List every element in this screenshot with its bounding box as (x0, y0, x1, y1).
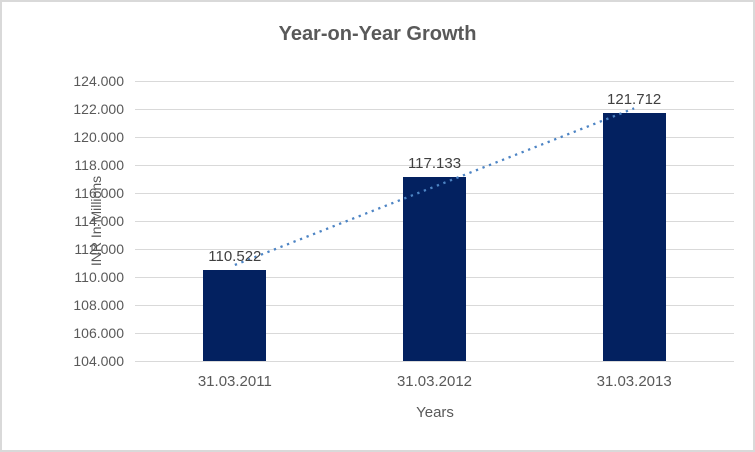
y-tick-label: 106.000 (73, 325, 124, 341)
gridline (135, 137, 734, 138)
bar-31.03.2012 (403, 177, 466, 361)
y-tick-label: 112.000 (74, 241, 124, 257)
trendline (234, 107, 635, 267)
bar-data-label: 117.133 (407, 155, 462, 173)
gridline (135, 81, 734, 82)
y-tick-label: 120.000 (73, 129, 124, 145)
x-tick-label: 31.03.2013 (596, 373, 672, 390)
y-tick-label: 116.000 (74, 185, 124, 201)
y-tick-label: 110.000 (74, 269, 124, 285)
gridline (135, 165, 734, 166)
y-tick-label: 122.000 (73, 101, 124, 117)
gridline (135, 109, 734, 110)
y-tick-label: 104.000 (73, 353, 124, 369)
chart-title: Year-on-Year Growth (278, 23, 477, 45)
bar-data-label: 121.712 (607, 91, 662, 109)
y-tick-label: 114.000 (74, 213, 124, 229)
plot-area (135, 81, 734, 362)
x-axis-title: Years (416, 404, 454, 421)
x-tick-label: 31.03.2012 (396, 373, 473, 390)
y-tick-label: 108.000 (73, 297, 124, 313)
bar-31.03.2013 (602, 113, 666, 361)
gridline (135, 361, 734, 362)
y-tick-label: 118.000 (74, 157, 124, 173)
y-tick-label: 124.000 (73, 73, 124, 89)
bar-data-label: 110.522 (208, 247, 262, 265)
x-tick-label: 31.03.2011 (197, 373, 272, 390)
bar-31.03.2011 (203, 269, 267, 361)
